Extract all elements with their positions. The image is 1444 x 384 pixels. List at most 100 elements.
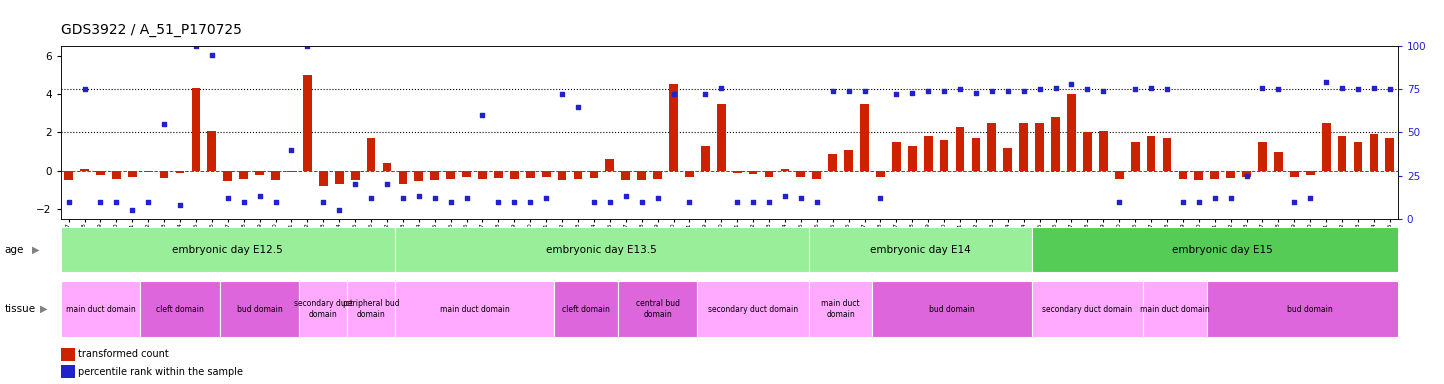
Text: bud domain: bud domain [928, 305, 975, 314]
Text: percentile rank within the sample: percentile rank within the sample [78, 367, 243, 377]
Point [1155, 86, 1178, 92]
Point [677, 199, 700, 205]
Point [582, 199, 605, 205]
Bar [1162, 138, 1171, 171]
Point [566, 104, 589, 110]
Point [1251, 84, 1274, 91]
Bar [765, 171, 774, 177]
Point [949, 86, 972, 92]
Bar [97, 171, 105, 175]
Text: embryonic day E15: embryonic day E15 [1173, 245, 1274, 255]
Point [614, 194, 637, 200]
Text: main duct
domain: main duct domain [822, 300, 861, 319]
Text: bud domain: bud domain [237, 305, 283, 314]
Bar [1051, 117, 1060, 171]
Point [869, 195, 892, 201]
Point [328, 207, 351, 214]
Bar [892, 142, 901, 171]
Point [375, 181, 399, 187]
Point [790, 195, 813, 201]
Point [74, 86, 97, 92]
Bar [1147, 136, 1155, 171]
Text: secondary duct domain: secondary duct domain [1043, 305, 1132, 314]
Point [1076, 86, 1099, 92]
Bar [809, 281, 872, 337]
Bar [621, 171, 630, 180]
Point [1298, 195, 1321, 201]
Text: main duct domain: main duct domain [65, 305, 136, 314]
Point [423, 195, 446, 201]
Bar [287, 171, 296, 172]
Bar [1019, 123, 1028, 171]
Bar [394, 227, 809, 272]
Point [996, 88, 1019, 94]
Bar [557, 171, 566, 180]
Point [471, 112, 494, 118]
Text: GDS3922 / A_51_P170725: GDS3922 / A_51_P170725 [61, 23, 241, 37]
Point [518, 199, 542, 205]
Bar [61, 227, 396, 272]
Point [1235, 173, 1258, 179]
Bar [797, 171, 806, 177]
Bar [1305, 171, 1314, 175]
Bar [271, 171, 280, 180]
Point [105, 199, 129, 205]
Text: central bud
domain: central bud domain [635, 300, 680, 319]
Bar [367, 138, 375, 171]
Point [550, 91, 573, 98]
Point [693, 91, 716, 98]
Point [853, 88, 877, 94]
Text: secondary duct
domain: secondary duct domain [293, 300, 352, 319]
Point [487, 199, 510, 205]
Bar [399, 171, 407, 184]
Bar [61, 281, 140, 337]
Bar [129, 171, 137, 177]
Point [1108, 199, 1131, 205]
Bar [299, 281, 347, 337]
Bar [224, 171, 232, 182]
Point [1060, 81, 1083, 87]
Text: secondary duct domain: secondary duct domain [708, 305, 799, 314]
Bar [732, 171, 742, 173]
Point [360, 195, 383, 201]
Point [661, 91, 684, 98]
Point [312, 199, 335, 205]
Point [121, 207, 144, 214]
Bar [1337, 136, 1346, 171]
Bar [542, 171, 550, 177]
Point [630, 199, 653, 205]
Point [709, 84, 732, 91]
Bar [256, 171, 264, 175]
Bar [1207, 281, 1414, 337]
Bar [478, 171, 487, 179]
Bar [829, 154, 838, 171]
Bar [589, 171, 598, 177]
Text: embryonic day E13.5: embryonic day E13.5 [546, 245, 657, 255]
Bar [1131, 142, 1139, 171]
Point [822, 88, 845, 94]
Bar [861, 104, 869, 171]
Bar [877, 171, 885, 177]
Bar [1242, 171, 1251, 177]
Bar [192, 88, 201, 171]
Bar [1115, 171, 1123, 179]
Point [185, 43, 208, 49]
Bar [1144, 281, 1207, 337]
Point [758, 199, 781, 205]
Bar [1099, 131, 1108, 171]
Point [1028, 86, 1051, 92]
Bar [618, 281, 697, 337]
Bar [1226, 171, 1235, 177]
Bar [749, 171, 758, 174]
Point [1330, 84, 1353, 91]
Point [1219, 195, 1242, 201]
Point [917, 88, 940, 94]
Point [1266, 86, 1289, 92]
Bar [526, 171, 534, 177]
Bar [1035, 123, 1044, 171]
Bar [1031, 227, 1414, 272]
Bar [872, 281, 1031, 337]
Bar [940, 140, 949, 171]
Text: ▶: ▶ [32, 245, 39, 255]
Bar [809, 227, 1031, 272]
